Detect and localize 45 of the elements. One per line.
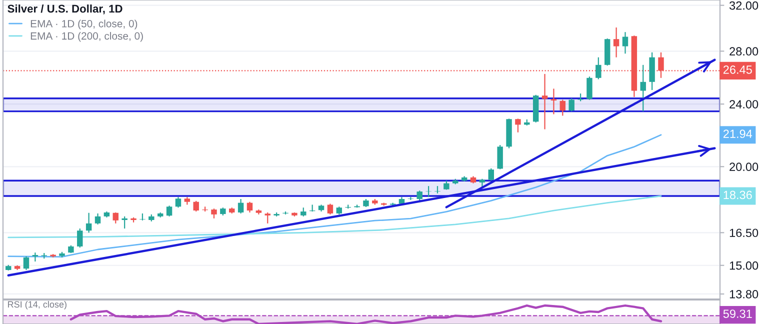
candlestick xyxy=(175,196,182,208)
candlestick xyxy=(515,118,521,133)
legend-label: EMA · 1D (50, close, 0) xyxy=(30,20,138,30)
candlestick xyxy=(86,212,92,234)
annotation: 21.94 xyxy=(723,130,752,138)
ref-line-label: 26.45 xyxy=(723,66,752,74)
y-tick-label: 15.00 xyxy=(730,261,758,270)
candlestick xyxy=(622,32,628,54)
candlestick xyxy=(77,228,83,248)
candlestick xyxy=(23,256,30,271)
candlestick xyxy=(327,203,334,215)
line-series xyxy=(8,134,662,258)
y-tick-label: 32.00 xyxy=(729,1,758,10)
candlestick xyxy=(640,64,646,112)
y-tick-label: 28.00 xyxy=(730,47,758,56)
candlestick xyxy=(497,144,503,170)
text: 59.31 xyxy=(723,310,752,318)
candlestick xyxy=(613,26,620,58)
candlestick xyxy=(94,212,101,225)
line-series xyxy=(8,195,662,238)
annotation: 18.36 xyxy=(724,190,752,200)
candlestick xyxy=(596,56,602,80)
candlestick xyxy=(264,212,270,224)
candlestick xyxy=(166,205,172,217)
y-tick-label: 13.80 xyxy=(730,290,758,298)
candlestick xyxy=(586,76,592,100)
candlestick xyxy=(238,198,244,214)
candlestick xyxy=(479,178,486,188)
chart-title: Silver / U.S. Dollar, 1D xyxy=(8,4,122,14)
candlestick xyxy=(122,216,128,230)
candlestick xyxy=(246,201,253,214)
y-tick-label: 24.00 xyxy=(730,100,758,108)
chart-title: RSI (14, close) xyxy=(8,300,66,310)
candlestick xyxy=(211,208,217,219)
candlestick xyxy=(488,168,494,182)
candlestick xyxy=(193,200,199,212)
candlestick xyxy=(568,98,574,112)
candlestick xyxy=(560,99,566,116)
candlestick xyxy=(112,212,119,224)
candlestick xyxy=(542,73,548,130)
candlestick xyxy=(416,190,422,202)
y-tick-label: 16.50 xyxy=(730,228,758,238)
y-tick-label: 20.00 xyxy=(730,162,758,172)
candlestick xyxy=(550,88,557,115)
legend-label: EMA · 1D (200, close, 0) xyxy=(30,32,143,42)
